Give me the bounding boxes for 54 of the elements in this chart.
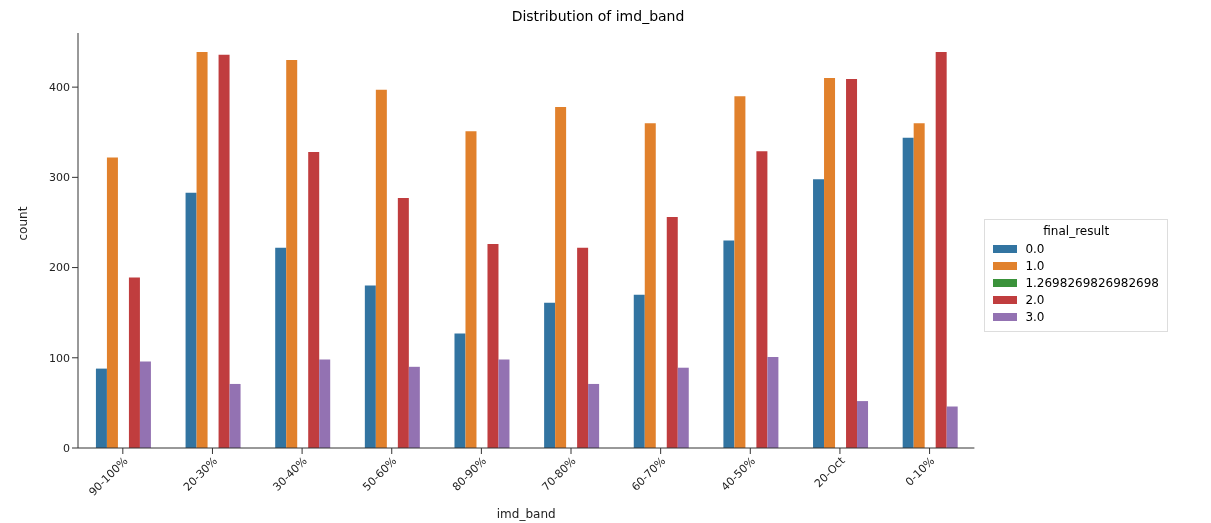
bar xyxy=(633,294,645,448)
bar xyxy=(824,78,836,448)
legend-label: 0.0 xyxy=(1025,242,1045,256)
bar xyxy=(723,240,735,448)
bar xyxy=(218,54,230,448)
bar xyxy=(286,60,298,448)
bar xyxy=(106,157,118,448)
bar xyxy=(813,179,825,448)
bar xyxy=(544,302,556,448)
legend-title: final_result xyxy=(1042,224,1111,238)
bar xyxy=(734,96,746,448)
bar xyxy=(666,217,678,448)
bar xyxy=(196,51,208,448)
bar xyxy=(946,406,958,448)
bar xyxy=(408,366,420,448)
bar xyxy=(756,151,768,448)
x-axis-title: imd_band xyxy=(496,507,556,521)
bar xyxy=(577,247,589,448)
bar xyxy=(465,131,477,448)
bar xyxy=(139,361,151,448)
bar xyxy=(275,247,287,448)
bar xyxy=(454,333,466,448)
chart-title: Distribution of imd_band xyxy=(510,8,686,26)
bar xyxy=(644,123,656,448)
bar xyxy=(677,367,689,448)
y-tick-label: 300 xyxy=(49,171,70,185)
y-axis-title: count xyxy=(16,206,31,241)
bar xyxy=(846,79,858,448)
bar xyxy=(364,285,376,448)
bar xyxy=(185,192,197,448)
y-tick-label: 0 xyxy=(63,441,70,455)
bar xyxy=(229,383,241,448)
bar xyxy=(498,359,510,448)
y-tick-label: 400 xyxy=(49,81,70,95)
bar xyxy=(935,51,947,448)
legend-label: 1.2698269826982698 xyxy=(1025,276,1159,290)
y-tick-label: 100 xyxy=(49,351,70,365)
legend-label: 2.0 xyxy=(1025,293,1045,307)
bar xyxy=(319,359,331,448)
bar xyxy=(588,383,600,448)
bar xyxy=(857,401,869,448)
bar xyxy=(902,137,914,448)
bar xyxy=(128,277,140,448)
legend-label: 3.0 xyxy=(1025,310,1045,324)
bar xyxy=(767,356,779,448)
bar xyxy=(95,368,107,448)
bar xyxy=(555,106,567,448)
bar xyxy=(397,198,409,448)
bar xyxy=(375,89,387,448)
bar xyxy=(913,123,925,448)
y-tick-label: 200 xyxy=(49,261,70,275)
bar xyxy=(487,244,499,448)
bar xyxy=(308,152,320,448)
legend-label: 1.0 xyxy=(1025,259,1045,273)
